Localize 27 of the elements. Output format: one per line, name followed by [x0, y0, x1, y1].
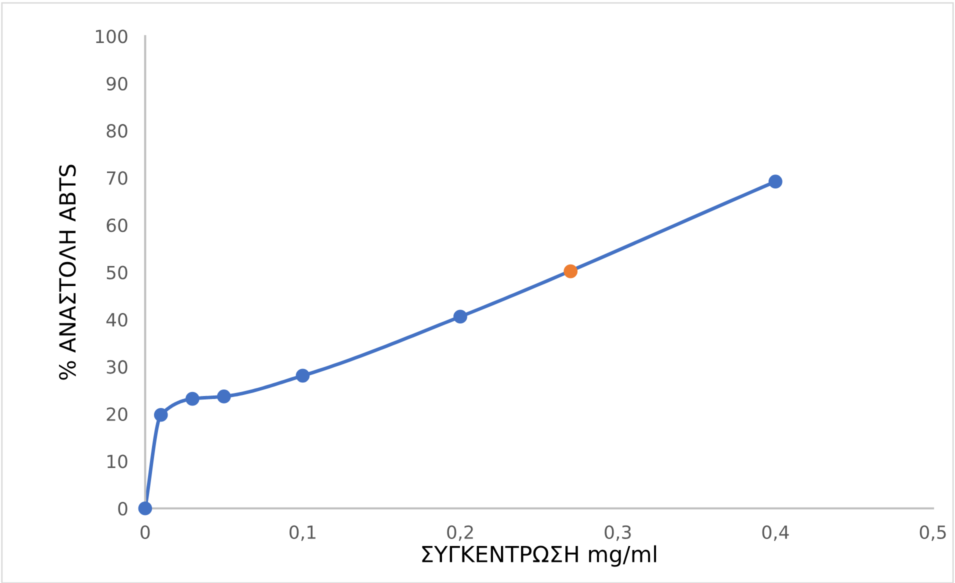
- y-tick-label: 40: [106, 312, 128, 327]
- y-tick-label: 10: [108, 454, 128, 468]
- y-tick-label: 80: [106, 124, 128, 138]
- point: [217, 390, 231, 404]
- x-tick-label: 0,5: [920, 525, 946, 541]
- y-tick-label: 30: [106, 360, 128, 374]
- point: [296, 368, 310, 383]
- point: [768, 174, 782, 188]
- x-axis-title: ΣΥΓΚΕΝΤΡΩΣΗ mg/ml: [422, 545, 656, 567]
- y-axis-title: % ΑΝΑΣΤΟΛΗ ABTS: [59, 164, 76, 380]
- x-tick-label: 0,4: [762, 525, 789, 541]
- y-tick-label: 60: [106, 218, 128, 232]
- x-tick-label: 0,2: [447, 525, 473, 541]
- point: [564, 264, 578, 278]
- x-tick-label: 0,3: [604, 525, 631, 541]
- x-tick-label: 0: [140, 525, 150, 540]
- y-tick-label: 100: [96, 30, 128, 44]
- point: [186, 392, 200, 406]
- point: [453, 310, 468, 324]
- x-tick-label: 0,1: [290, 525, 316, 541]
- y-tick-label: 0: [118, 502, 128, 516]
- y-tick-label: 20: [106, 407, 128, 422]
- y-tick-label: 70: [107, 171, 128, 185]
- y-tick-label: 50: [106, 266, 128, 280]
- y-tick-label: 90: [106, 76, 128, 90]
- point: [154, 408, 168, 422]
- point: [138, 501, 152, 516]
